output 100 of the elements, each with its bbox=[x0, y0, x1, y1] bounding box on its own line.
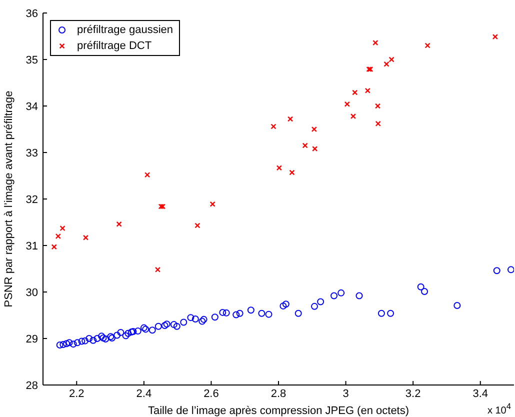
x-axis-title: Taille de l’image après compression JPEG (en octets) bbox=[148, 405, 410, 417]
point bbox=[200, 316, 208, 323]
point bbox=[350, 113, 356, 120]
point bbox=[311, 126, 317, 132]
point bbox=[55, 233, 61, 239]
point bbox=[198, 318, 206, 325]
point bbox=[63, 340, 70, 348]
y-tick-label: 30 bbox=[26, 286, 38, 299]
point bbox=[372, 40, 378, 46]
x-tick-label: 2.8 bbox=[270, 388, 286, 400]
x-tick-label: 3.2 bbox=[405, 388, 421, 400]
point bbox=[116, 221, 122, 227]
point bbox=[163, 320, 170, 328]
point bbox=[82, 337, 89, 344]
point bbox=[114, 332, 121, 339]
point bbox=[170, 321, 178, 328]
point bbox=[454, 302, 461, 309]
point bbox=[287, 116, 294, 122]
point bbox=[144, 172, 150, 178]
point bbox=[270, 124, 276, 130]
point bbox=[294, 310, 302, 317]
x-tick-label: 2.2 bbox=[68, 388, 84, 400]
y-tick-label: 34 bbox=[26, 100, 38, 113]
y-tick-label: 31 bbox=[26, 240, 38, 252]
point bbox=[148, 326, 156, 334]
point bbox=[492, 34, 498, 40]
point bbox=[289, 170, 295, 176]
y-tick-label: 28 bbox=[26, 380, 38, 392]
point bbox=[124, 330, 132, 337]
point bbox=[74, 339, 81, 346]
point bbox=[384, 61, 390, 67]
point bbox=[60, 341, 67, 348]
point bbox=[102, 335, 110, 342]
point bbox=[247, 306, 254, 314]
point bbox=[356, 292, 363, 300]
point bbox=[180, 318, 188, 326]
point bbox=[352, 90, 358, 96]
point bbox=[344, 101, 350, 107]
point bbox=[280, 302, 287, 310]
point bbox=[387, 310, 394, 317]
point bbox=[330, 292, 338, 300]
point bbox=[187, 314, 194, 322]
point bbox=[282, 300, 290, 308]
y-tick-label: 32 bbox=[26, 194, 38, 206]
point bbox=[378, 310, 385, 317]
point bbox=[66, 339, 73, 346]
point bbox=[56, 342, 64, 349]
point bbox=[258, 310, 266, 317]
point bbox=[134, 328, 142, 335]
point bbox=[160, 204, 166, 210]
point bbox=[219, 308, 226, 316]
point bbox=[161, 322, 168, 329]
point bbox=[424, 42, 430, 48]
point bbox=[210, 201, 216, 207]
point bbox=[86, 335, 93, 342]
point bbox=[70, 340, 77, 348]
point bbox=[211, 314, 218, 321]
point bbox=[128, 328, 135, 336]
point bbox=[236, 310, 244, 317]
point bbox=[232, 311, 240, 318]
x-tick-label: 2.4 bbox=[136, 388, 152, 400]
point bbox=[82, 234, 89, 240]
point bbox=[130, 328, 137, 336]
point bbox=[417, 283, 424, 290]
point bbox=[312, 146, 318, 152]
point bbox=[493, 267, 500, 274]
point bbox=[122, 332, 130, 340]
point bbox=[98, 332, 106, 340]
y-tick-label: 35 bbox=[26, 54, 38, 66]
point bbox=[78, 338, 86, 345]
y-tick-label: 33 bbox=[26, 147, 38, 160]
x-tick-label: 3.4 bbox=[472, 388, 488, 400]
legend-label: préfiltrage DCT bbox=[77, 40, 152, 52]
point bbox=[302, 142, 308, 148]
point bbox=[173, 322, 180, 330]
point bbox=[192, 315, 199, 322]
point bbox=[317, 298, 324, 306]
point bbox=[51, 244, 57, 250]
point bbox=[222, 309, 230, 316]
point bbox=[265, 310, 272, 318]
point bbox=[142, 326, 150, 333]
point bbox=[507, 266, 514, 274]
point bbox=[421, 288, 428, 296]
y-tick-label: 29 bbox=[26, 333, 38, 346]
point bbox=[338, 289, 345, 296]
point bbox=[60, 225, 66, 232]
point bbox=[90, 336, 97, 344]
point bbox=[140, 324, 148, 332]
point bbox=[388, 56, 394, 62]
x-tick-label: 2.6 bbox=[204, 388, 219, 400]
legend-label: préfiltrage gaussien bbox=[77, 24, 174, 36]
point bbox=[154, 266, 161, 272]
point bbox=[158, 204, 164, 210]
point bbox=[154, 322, 162, 330]
point bbox=[276, 165, 282, 171]
point bbox=[311, 302, 318, 310]
y-axis-title: PSNR par rapport à l’image avant préfiltrage bbox=[2, 90, 15, 308]
point bbox=[194, 222, 200, 228]
text: x 10$^{4}$ bbox=[487, 400, 511, 416]
point bbox=[374, 103, 381, 109]
